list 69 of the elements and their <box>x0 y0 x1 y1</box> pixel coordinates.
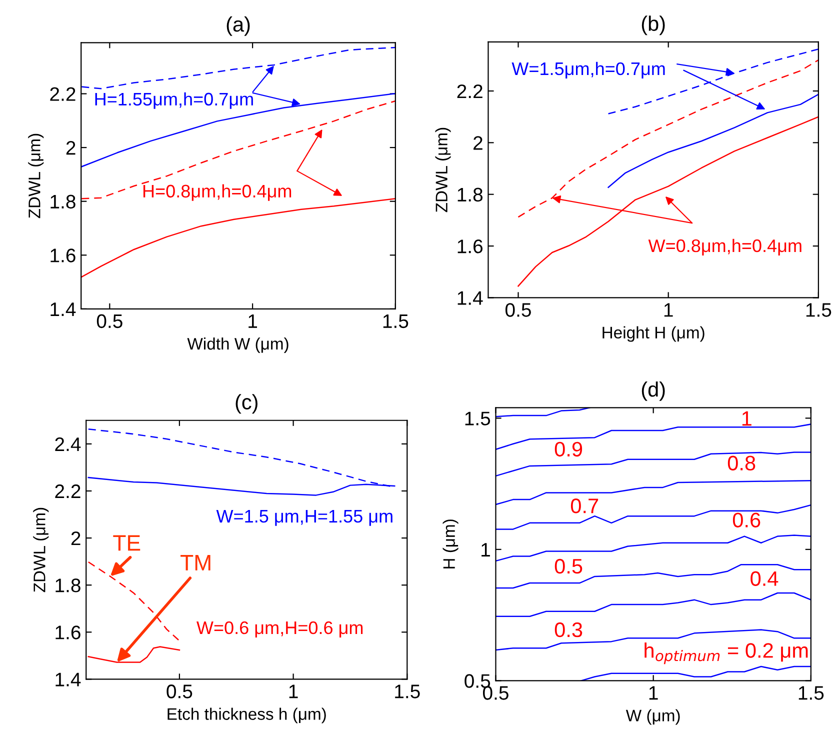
annotation: W=0.8μm,h=0.4μm <box>648 238 802 256</box>
x-tick-label: 1.5 <box>395 684 420 698</box>
annotation: 0.6 <box>732 512 760 528</box>
y-tick-label: 1.6 <box>458 239 483 254</box>
line-series <box>496 408 590 418</box>
annotation: 0.8 <box>728 456 756 470</box>
y-tick-label: 2 <box>66 141 76 155</box>
x-tick-label: 1 <box>289 684 298 698</box>
line-series <box>608 94 818 188</box>
annotation: TM <box>180 555 210 570</box>
x-axis-title: Height H (μm) <box>602 326 704 342</box>
x-tick-label: 0.5 <box>482 686 508 700</box>
y-axis-title: H (μm) <box>442 520 458 568</box>
y-axis-title: ZDWL (μm) <box>28 134 44 218</box>
line-series <box>81 92 396 168</box>
y-tick-label: 1.5 <box>465 412 490 426</box>
chart-title: (a) <box>226 16 250 36</box>
annotation: W=1.5 μm,H=1.55 μm <box>216 510 392 526</box>
x-tick-label: 1.5 <box>798 686 824 700</box>
y-tick-label: 2.2 <box>55 484 80 498</box>
x-tick-label: 1 <box>248 314 258 328</box>
annotation: 1 <box>742 411 752 426</box>
line-series <box>496 592 811 617</box>
y-tick-label: 2 <box>71 531 80 546</box>
x-tick-label: 1.5 <box>383 314 408 328</box>
annotation: W=1.5μm,h=0.7μm <box>512 62 665 78</box>
annotation: 0.9 <box>554 442 582 457</box>
annotation: W=0.6 μm,H=0.6 μm <box>196 621 363 638</box>
y-tick-label: 1.8 <box>458 188 483 202</box>
y-tick-label: 1.4 <box>50 302 76 316</box>
y-tick-label: 1.4 <box>458 291 483 305</box>
annotation: H=0.8μm,h=0.4μm <box>143 184 292 201</box>
x-tick-label: 1.5 <box>806 303 832 317</box>
line-series <box>518 116 818 287</box>
chart-title: (b) <box>642 16 665 36</box>
annotation: 0.7 <box>570 498 598 514</box>
x-tick-label: 0.5 <box>505 303 531 317</box>
chart-title: (d) <box>642 381 665 401</box>
y-tick-label: 1.8 <box>56 578 80 592</box>
annotation: TE <box>113 535 140 551</box>
y-tick-label: 1 <box>482 543 490 556</box>
annotation: h$_{optimum}$ = 0.2 μm <box>644 642 808 664</box>
annotation: 0.3 <box>554 622 582 638</box>
annotation: H=1.55μm,h=0.7μm <box>95 92 253 109</box>
line-series <box>88 646 180 663</box>
x-tick-label: 0.5 <box>166 684 192 698</box>
chart-title: (c) <box>236 394 258 414</box>
y-tick-label: 1.4 <box>56 672 81 686</box>
line-series <box>580 666 811 681</box>
line-series <box>88 561 180 642</box>
x-axis-title: W (μm) <box>626 709 680 725</box>
annotation: 0.5 <box>554 558 582 574</box>
y-tick-label: 1.6 <box>56 626 80 640</box>
y-tick-label: 2.2 <box>457 84 482 98</box>
annotation: 0.4 <box>750 571 778 586</box>
x-tick-label: 1 <box>664 303 673 317</box>
y-tick-label: 2.4 <box>55 437 81 451</box>
y-axis-title: ZDWL (μm) <box>33 508 49 592</box>
line-series <box>81 46 396 90</box>
y-tick-label: 2 <box>474 136 482 150</box>
y-tick-label: 1.8 <box>50 194 76 209</box>
x-tick-label: 0.5 <box>96 314 122 328</box>
y-axis-title: ZDWL (μm) <box>435 128 451 212</box>
y-tick-label: 0.5 <box>464 674 490 688</box>
x-axis-title: Etch thickness h (μm) <box>168 708 326 724</box>
x-tick-label: 1 <box>649 686 658 700</box>
y-tick-label: 2.2 <box>50 87 76 101</box>
x-axis-title: Width W (μm) <box>187 337 288 353</box>
y-tick-label: 1.6 <box>50 248 76 262</box>
